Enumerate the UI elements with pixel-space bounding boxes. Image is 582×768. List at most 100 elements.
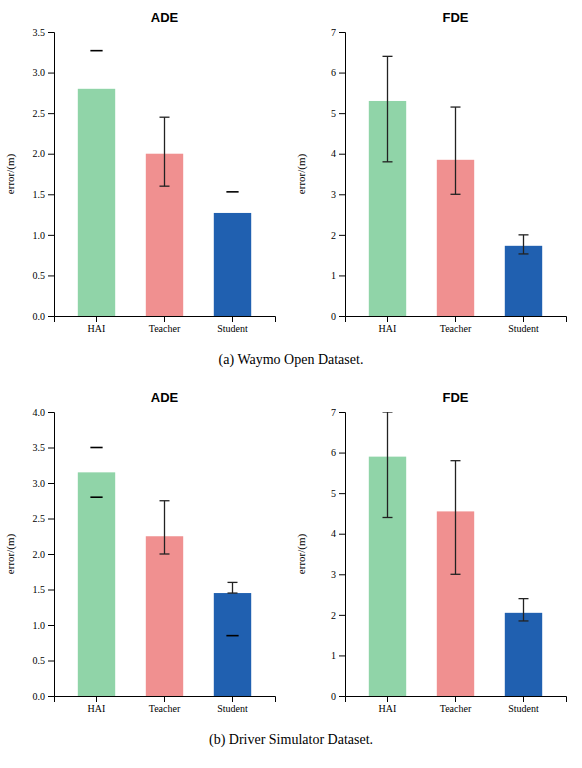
y-tick-mark: [48, 32, 54, 33]
y-tick-mark: [339, 574, 345, 575]
chart-title: ADE: [151, 10, 179, 25]
error-bar-cap: [519, 234, 529, 235]
y-axis: 0.00.51.01.52.02.53.03.5: [33, 27, 55, 322]
y-tick: 4: [331, 528, 345, 539]
x-tick-label: HAI: [379, 323, 397, 334]
y-tick-mark: [339, 316, 345, 317]
y-axis-line: [339, 33, 346, 317]
y-tick-label: 7: [331, 27, 336, 38]
x-tick-mark: [455, 696, 456, 702]
error-bar-stem: [455, 107, 456, 194]
bar: [78, 89, 115, 316]
y-tick-mark: [48, 235, 54, 236]
x-axis-line: [346, 697, 567, 703]
error-bar-cap: [451, 194, 461, 195]
error-bar-stem: [164, 117, 165, 186]
x-axis-line: [55, 697, 276, 703]
chart-title: FDE: [443, 10, 469, 25]
error-bar-cap: [228, 582, 238, 583]
x-axis-line: [55, 317, 276, 323]
error-bar: [451, 107, 461, 194]
error-bar-cap: [383, 161, 393, 162]
y-axis-title: error/(m): [4, 154, 17, 195]
y-tick: 1: [331, 650, 345, 661]
y-tick-mark: [339, 412, 345, 413]
range-mark: [90, 447, 102, 449]
y-tick: 1: [331, 270, 345, 281]
y-tick: 3.0: [33, 67, 55, 78]
x-tick: Student: [508, 696, 539, 714]
y-tick-label: 7: [331, 407, 336, 418]
y-tick-label: 2: [331, 230, 336, 241]
error-bar-stem: [523, 599, 524, 621]
y-tick: 0: [331, 311, 345, 322]
x-tick-label: Teacher: [149, 323, 181, 334]
y-tick-mark: [48, 483, 54, 484]
chart: 0.00.51.01.52.02.53.03.54.0HAITeacherStu…: [4, 390, 276, 714]
y-tick-label: 6: [331, 67, 336, 78]
x-tick: Student: [217, 696, 248, 714]
error-bar: [160, 117, 170, 186]
y-tick-mark: [48, 316, 54, 317]
y-tick-mark: [339, 615, 345, 616]
y-tick-mark: [48, 448, 54, 449]
plot-area: [78, 51, 251, 316]
x-tick-label: Teacher: [440, 703, 472, 714]
x-tick: HAI: [88, 316, 106, 334]
error-bar-stem: [523, 235, 524, 254]
y-tick: 0.5: [33, 270, 55, 281]
y-tick: 4.0: [33, 407, 55, 418]
error-bar-stem: [232, 582, 233, 593]
x-tick-mark: [523, 696, 524, 702]
x-axis-line: [346, 317, 567, 323]
error-bar: [160, 501, 170, 554]
y-tick-label: 4.0: [33, 407, 46, 418]
x-tick-label: Student: [217, 703, 248, 714]
x-tick: HAI: [379, 316, 397, 334]
y-tick-label: 2: [331, 610, 336, 621]
x-axis: HAI Teacher Student: [346, 696, 567, 714]
range-mark: [226, 191, 238, 193]
error-bar-stem: [387, 56, 388, 161]
y-tick-label: 0.5: [33, 655, 46, 666]
y-axis: 0.00.51.01.52.02.53.03.54.0: [33, 407, 55, 702]
figure: 0.0 0.5 1.0 1.5 2.0 2.5 3.0 3.5 HAI Teacher Studen…: [0, 0, 582, 768]
y-tick-label: 2.0: [33, 549, 46, 560]
y-tick-label: 1.5: [33, 584, 46, 595]
y-tick-mark: [339, 493, 345, 494]
y-tick: 4: [331, 148, 345, 159]
chart: 0.00.51.01.52.02.53.03.5HAITeacherStuden…: [4, 10, 276, 334]
x-tick-mark: [164, 696, 165, 702]
x-tick-label: HAI: [379, 703, 397, 714]
y-tick-label: 2.5: [33, 108, 46, 119]
y-tick: 0: [331, 691, 345, 702]
y-tick: 1.5: [33, 189, 55, 200]
y-tick-mark: [339, 32, 345, 33]
y-tick-label: 0: [331, 691, 336, 702]
y-tick-label: 1: [331, 650, 336, 661]
x-tick-mark: [387, 696, 388, 702]
y-tick-label: 1.0: [33, 620, 46, 631]
error-bar-stem: [387, 412, 388, 517]
y-tick-label: 3: [331, 189, 336, 200]
error-bar-cap: [451, 106, 461, 107]
y-tick: 7: [331, 407, 345, 418]
y-tick: 3.0: [33, 478, 55, 489]
caption: (b) Driver Simulator Dataset.: [209, 732, 373, 748]
chart: 01234567HAITeacherStudentFDEerror/(m): [295, 10, 567, 334]
y-axis: 01234567: [331, 27, 346, 322]
x-tick-mark: [232, 696, 233, 702]
y-tick-mark: [48, 275, 54, 276]
y-tick: 3.5: [33, 442, 55, 453]
bar: [214, 593, 251, 696]
y-tick-mark: [48, 113, 54, 114]
y-axis-line: [48, 33, 55, 317]
chart: 01234567HAITeacherStudentFDEerror/(m): [295, 390, 567, 714]
y-tick-mark: [339, 194, 345, 195]
y-tick-mark: [339, 453, 345, 454]
y-tick: 0.0: [33, 311, 55, 322]
error-bar: [519, 235, 529, 254]
y-tick-label: 0.5: [33, 270, 46, 281]
y-tick-label: 1.0: [33, 230, 46, 241]
x-tick-label: Student: [508, 703, 539, 714]
